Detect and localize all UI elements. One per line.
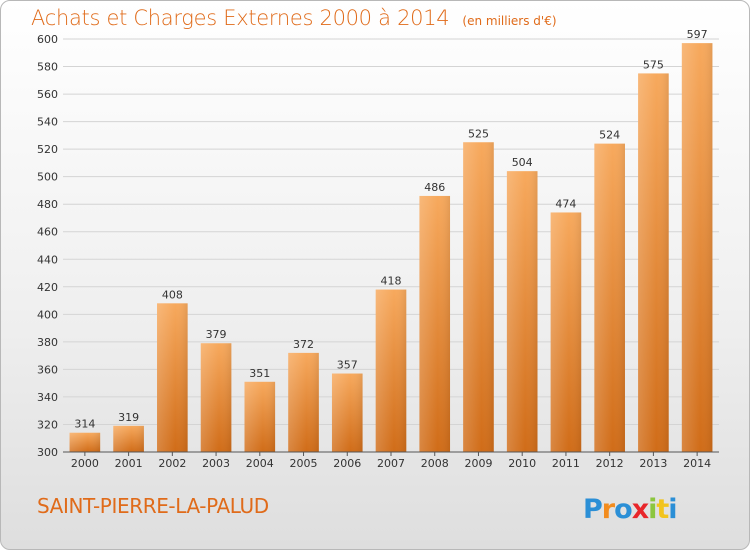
data-label: 408 — [162, 288, 183, 301]
x-tick-label: 2001 — [115, 457, 143, 470]
x-tick-label: 2008 — [421, 457, 449, 470]
data-label: 351 — [249, 367, 270, 380]
y-tick-label: 340 — [37, 391, 58, 404]
bar-shade — [288, 352, 319, 452]
x-tick-label: 2000 — [71, 457, 99, 470]
x-tick-label: 2012 — [596, 457, 624, 470]
chart-subtitle: (en milliers d'€) — [462, 14, 557, 28]
bar-shade — [681, 43, 713, 452]
data-label: 418 — [381, 275, 402, 288]
x-tick-label: 2014 — [683, 457, 711, 470]
y-tick-label: 460 — [37, 226, 58, 239]
chart-title: Achats et Charges Externes 2000 à 2014 — [31, 6, 450, 30]
data-label: 319 — [118, 411, 139, 424]
x-tick-label: 2006 — [333, 457, 361, 470]
bar-shade — [113, 425, 144, 452]
data-labels: 314 319 408 379 351 372 357 418 486 525 504 474 524 5… — [74, 28, 707, 431]
x-axis-ticks: 2000 2001 2002 2003 2004 2005 2006 2007 2008 2009… — [71, 452, 711, 470]
x-tick-label: 2009 — [464, 457, 492, 470]
bar-shade — [506, 171, 538, 452]
y-tick-label: 320 — [37, 418, 58, 431]
y-tick-label: 360 — [37, 363, 58, 376]
data-label: 372 — [293, 338, 314, 351]
y-tick-label: 300 — [37, 446, 58, 459]
data-label: 474 — [555, 197, 576, 210]
bar-shade — [69, 432, 101, 452]
y-tick-label: 540 — [37, 116, 58, 129]
x-tick-label: 2013 — [639, 457, 667, 470]
data-label: 525 — [468, 127, 489, 140]
bar-shade — [419, 195, 451, 452]
chart-title-block: Achats et Charges Externes 2000 à 2014 (… — [31, 6, 557, 30]
x-tick-label: 2010 — [508, 457, 536, 470]
svg-text:Proxiti: Proxiti — [583, 494, 677, 525]
data-label: 575 — [643, 58, 664, 71]
y-tick-label: 420 — [37, 281, 58, 294]
bar-shade — [200, 343, 232, 452]
y-tick-label: 580 — [37, 61, 58, 74]
y-tick-label: 480 — [37, 198, 58, 211]
data-label: 357 — [337, 359, 358, 372]
bar-shade — [594, 143, 625, 453]
bar-shade — [550, 212, 582, 452]
proxiti-logo: Proxiti — [583, 494, 678, 525]
y-tick-label: 400 — [37, 308, 58, 321]
data-label: 314 — [74, 418, 95, 431]
bar-shade — [463, 142, 494, 452]
data-label: 597 — [687, 28, 708, 41]
y-tick-label: 560 — [37, 88, 58, 101]
x-tick-label: 2005 — [290, 457, 318, 470]
x-tick-label: 2004 — [246, 457, 274, 470]
commune-name: SAINT-PIERRE-LA-PALUD — [37, 494, 269, 518]
x-tick-label: 2003 — [202, 457, 230, 470]
y-tick-label: 600 — [37, 33, 58, 46]
y-tick-label: 520 — [37, 143, 58, 156]
x-tick-label: 2011 — [552, 457, 580, 470]
y-tick-label: 440 — [37, 253, 58, 266]
data-label: 379 — [206, 328, 227, 341]
bar-shade — [331, 373, 363, 452]
x-tick-label: 2007 — [377, 457, 405, 470]
y-tick-label: 500 — [37, 171, 58, 184]
bar-shade — [157, 303, 188, 452]
data-label: 504 — [512, 156, 533, 169]
bar-shade — [375, 289, 407, 452]
bars — [69, 43, 713, 453]
bar-shade — [638, 73, 669, 453]
y-axis-ticks: 300 320 340 360 380 400 420 440 460 480 500 520 540 5… — [37, 33, 58, 459]
data-label: 524 — [599, 129, 620, 142]
x-tick-label: 2002 — [158, 457, 186, 470]
bar-shade — [244, 381, 276, 452]
data-label: 486 — [424, 181, 445, 194]
y-tick-label: 380 — [37, 336, 58, 349]
